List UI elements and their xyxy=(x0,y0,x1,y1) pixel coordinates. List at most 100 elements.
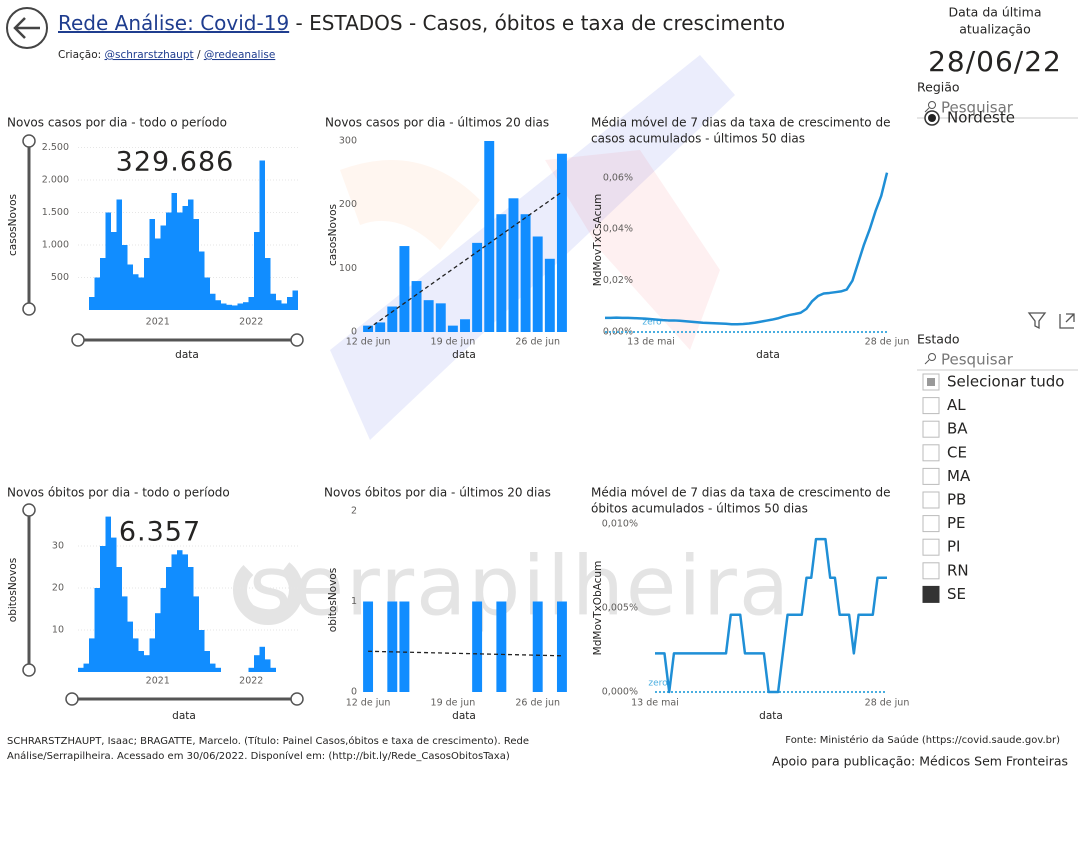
bar xyxy=(259,646,265,672)
x-tick-label: 12 de jun xyxy=(346,337,391,348)
support: Apoio para publicação: Médicos Sem Front… xyxy=(772,754,1068,769)
background-shape xyxy=(545,150,720,350)
y-tick-label: 20 xyxy=(52,583,64,594)
slicer-option[interactable]: Nordeste xyxy=(947,109,1015,127)
checkbox[interactable] xyxy=(922,585,940,603)
bar xyxy=(177,550,183,672)
credit-link[interactable]: @redeanalise xyxy=(204,49,275,61)
slicer-option[interactable]: BA xyxy=(947,420,968,438)
x-tick-label: 2022 xyxy=(239,317,263,328)
search-box[interactable]: Pesquisar xyxy=(941,351,1014,369)
checkbox[interactable] xyxy=(922,515,940,533)
credit-label: Criação: xyxy=(58,49,105,61)
slicer-option[interactable]: SE xyxy=(947,585,966,603)
credit-sep: / xyxy=(194,49,204,61)
credit-link[interactable]: @schrarstzhaupt xyxy=(105,49,194,61)
slicer-title: Estado xyxy=(917,332,960,347)
y-tick-label: 100 xyxy=(339,263,357,274)
search-box[interactable]: Pesquisar xyxy=(941,99,1014,117)
select-all[interactable]: Selecionar tudo xyxy=(947,373,1064,391)
reference-label: zero xyxy=(648,679,668,689)
bar xyxy=(556,601,567,692)
bar xyxy=(193,219,199,310)
bar xyxy=(105,516,111,672)
bar xyxy=(472,601,483,692)
source: Fonte: Ministério da Saúde (https://covi… xyxy=(785,734,1060,746)
x-axis-title: data xyxy=(172,710,196,722)
search-icon xyxy=(928,101,936,109)
slicer-title: Região xyxy=(917,80,960,95)
slicer-option[interactable]: CE xyxy=(947,443,967,461)
bar xyxy=(204,651,210,672)
checkbox[interactable] xyxy=(922,491,940,509)
bar xyxy=(556,153,567,332)
y-axis-title: obitosNovos xyxy=(7,558,19,622)
y-tick-label: 1 xyxy=(351,596,357,607)
checkbox[interactable] xyxy=(922,562,940,580)
title-link[interactable]: Rede Análise: Covid-19 xyxy=(58,11,289,35)
bar xyxy=(210,663,216,672)
checkbox[interactable] xyxy=(922,538,940,556)
chart-title: Novos óbitos por dia - todo o período xyxy=(7,486,230,500)
bar xyxy=(532,601,543,692)
bar xyxy=(399,601,410,692)
bar xyxy=(460,319,470,332)
line-series xyxy=(605,172,889,326)
bar xyxy=(399,246,410,332)
search-icon xyxy=(924,107,930,113)
filter-icon[interactable] xyxy=(1027,312,1047,330)
chart-title: Média móvel de 7 dias da taxa de crescim… xyxy=(591,116,890,130)
bar xyxy=(215,667,221,672)
bar xyxy=(243,302,249,310)
radio-dot xyxy=(928,114,936,122)
bar xyxy=(182,206,188,310)
slicer-option[interactable]: RN xyxy=(947,561,969,579)
bar xyxy=(116,199,122,310)
bar xyxy=(411,281,422,332)
bar xyxy=(199,251,205,310)
citation: Análise/Serrapilheira. Acessado em 30/06… xyxy=(7,750,510,762)
bar xyxy=(204,277,210,310)
x-axis-title: data xyxy=(175,349,199,361)
bar xyxy=(94,277,100,310)
chart-panel: Novos casos por dia - todo o período 500 1… xyxy=(7,116,298,361)
focus-icon[interactable] xyxy=(1059,313,1075,329)
bar xyxy=(423,300,434,332)
checkbox[interactable] xyxy=(922,420,940,438)
slicer-option[interactable]: PI xyxy=(947,538,960,556)
checkbox[interactable] xyxy=(922,444,940,462)
slicer-option[interactable]: AL xyxy=(947,396,966,414)
back-button[interactable] xyxy=(6,7,48,49)
bar xyxy=(166,567,172,672)
bar xyxy=(111,537,117,672)
bar xyxy=(138,277,144,310)
y-tick-label: 0,010% xyxy=(602,519,638,530)
bar xyxy=(177,212,183,310)
y-axis-title: casosNovos xyxy=(7,194,19,256)
checkbox[interactable] xyxy=(922,397,940,415)
bar xyxy=(215,300,221,310)
slicer-option[interactable]: PB xyxy=(947,491,966,509)
trend-line xyxy=(367,191,563,330)
y-tick-label: 0,06% xyxy=(603,172,633,183)
bar xyxy=(520,214,531,332)
y-tick-label: 0,005% xyxy=(602,603,638,614)
bar xyxy=(155,238,161,310)
checkbox[interactable] xyxy=(922,467,940,485)
bar xyxy=(89,638,95,672)
slicer-option[interactable]: PE xyxy=(947,514,966,532)
watermark: serrapilheira xyxy=(249,539,791,634)
y-tick-label: 30 xyxy=(52,541,64,552)
y-tick-label: 0,000% xyxy=(602,687,638,698)
slicer-option[interactable]: MA xyxy=(947,467,971,485)
chart-panel: Novos óbitos por dia - todo o período 10 2… xyxy=(7,486,298,722)
x-tick-label: 12 de jun xyxy=(346,698,391,709)
bar xyxy=(221,303,227,310)
bar xyxy=(435,303,446,332)
chart-title: Novos casos por dia - todo o período xyxy=(7,116,227,130)
update-date: 28/06/22 xyxy=(928,45,1062,78)
watermark-logo xyxy=(233,555,303,625)
slider[interactable] xyxy=(22,134,304,706)
